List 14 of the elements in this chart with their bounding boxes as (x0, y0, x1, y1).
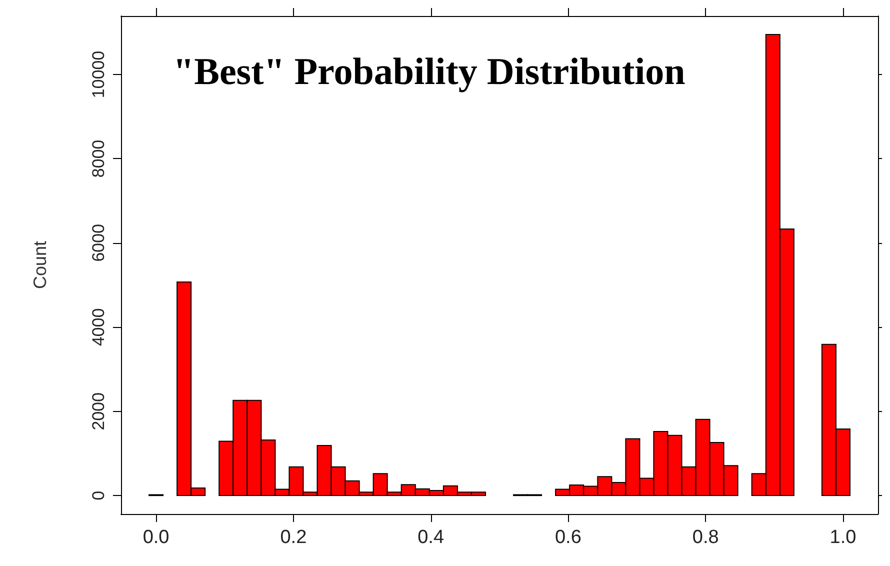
y-axis-title: Count (30, 240, 50, 290)
text: "Best" Probability Distribution (173, 51, 686, 93)
y-tick-label: 2000 (89, 392, 108, 430)
x-tick-label: 0.4 (418, 527, 444, 548)
y-tick-label: 4000 (89, 308, 108, 346)
x-tick-label: 0.2 (280, 527, 307, 548)
x-tick-label: 0.6 (554, 527, 582, 548)
y-tick-label: 8000 (89, 140, 108, 178)
x-tick-label: 0.0 (142, 527, 170, 548)
y-tick-label: 10000 (89, 50, 108, 98)
x-tick-label: 1.0 (830, 527, 856, 548)
y-tick-label: 0 (89, 490, 108, 500)
y-tick-label: 6000 (89, 224, 108, 262)
x-tick-label: 0.8 (692, 527, 719, 548)
